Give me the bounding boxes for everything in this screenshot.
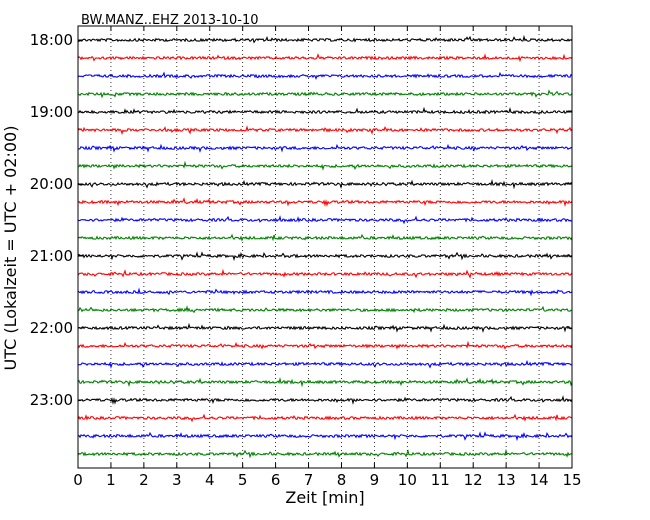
y-tick-label: 21:00 — [30, 247, 73, 265]
trace-line — [77, 287, 573, 297]
x-tick-label: 3 — [172, 471, 182, 489]
y-tick-label: 23:00 — [30, 391, 73, 409]
x-tick-label: 13 — [497, 471, 516, 489]
trace-line — [77, 395, 573, 406]
x-tick-label: 2 — [139, 471, 149, 489]
trace-line — [77, 268, 573, 279]
trace-line — [77, 359, 573, 369]
trace-line — [77, 178, 573, 190]
trace-line — [77, 89, 573, 99]
x-tick-label: 1 — [106, 471, 116, 489]
plot-frame — [77, 25, 573, 469]
trace-line — [77, 34, 573, 44]
x-tick-label: 9 — [370, 471, 380, 489]
y-tick-label: 18:00 — [30, 31, 73, 49]
trace-line — [77, 340, 573, 350]
y-axis-label: UTC (Lokalzeit = UTC + 02:00) — [1, 126, 20, 371]
trace-line — [77, 71, 573, 80]
x-tick-label: 8 — [337, 471, 347, 489]
x-tick-label: 14 — [530, 471, 549, 489]
trace-line — [77, 376, 573, 388]
y-tick-label: 22:00 — [30, 319, 73, 337]
trace-line — [77, 233, 573, 242]
x-axis-label: Zeit [min] — [285, 488, 364, 507]
trace-line — [77, 106, 573, 115]
y-axis-ticks: 18:00 19:00 20:00 21:00 22:00 23:00 — [30, 31, 572, 409]
vertical-grid-lines — [110, 26, 540, 468]
x-tick-label: 0 — [73, 471, 83, 489]
x-tick-label: 15 — [562, 471, 581, 489]
trace-line — [77, 143, 573, 153]
trace-line — [77, 448, 573, 459]
y-tick-label: 20:00 — [30, 175, 73, 193]
y-tick-label: 19:00 — [30, 103, 73, 121]
x-tick-label: 5 — [238, 471, 248, 489]
trace-line — [77, 53, 573, 63]
x-tick-label: 10 — [398, 471, 417, 489]
chart-title: BW.MANZ..EHZ 2013-10-10 — [81, 13, 259, 28]
trace-line — [77, 322, 573, 333]
trace-line — [77, 431, 573, 442]
trace-line — [77, 125, 573, 135]
x-tick-label: 12 — [464, 471, 483, 489]
trace-line — [77, 251, 573, 262]
trace-line — [77, 215, 573, 225]
x-tick-label: 4 — [205, 471, 215, 489]
x-tick-label: 7 — [304, 471, 314, 489]
x-tick-label: 11 — [431, 471, 450, 489]
x-axis-ticks: 0 1 2 3 4 5 6 7 8 9 10 11 12 13 14 15 — [73, 26, 582, 489]
x-tick-label: 6 — [271, 471, 281, 489]
trace-line — [77, 197, 573, 208]
trace-line — [77, 305, 573, 314]
seismogram-traces — [77, 34, 573, 459]
trace-line — [77, 413, 573, 423]
trace-line — [77, 160, 573, 171]
